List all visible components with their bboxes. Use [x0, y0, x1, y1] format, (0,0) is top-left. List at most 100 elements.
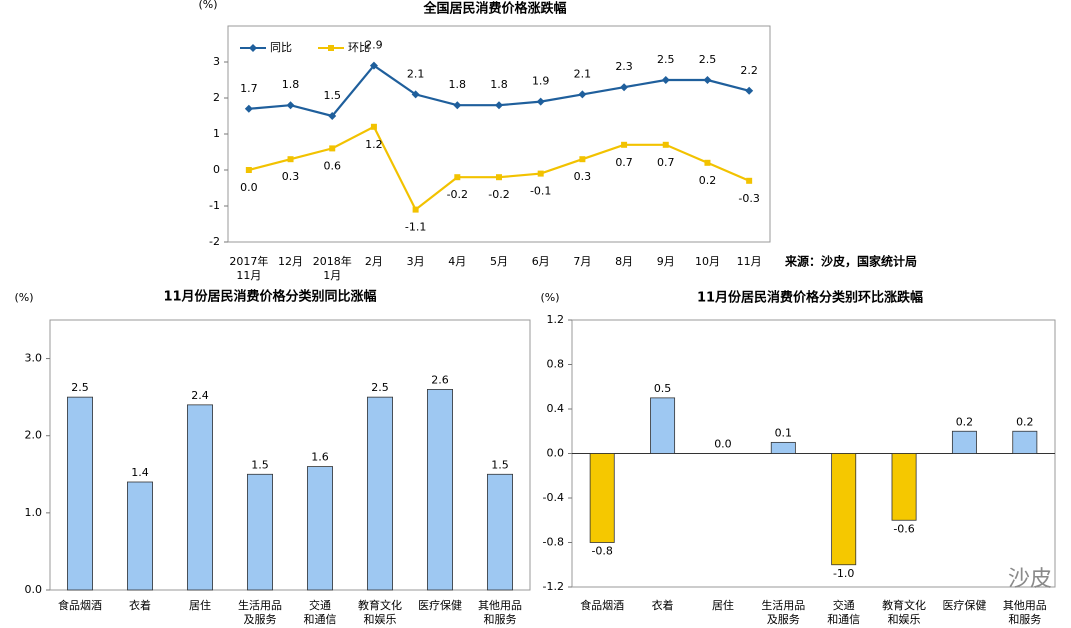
legend-marker [328, 45, 334, 51]
data-label: 0.2 [1016, 415, 1034, 428]
data-label: 1.2 [365, 138, 383, 151]
point-marker [328, 112, 337, 120]
point-marker [704, 159, 711, 166]
point-marker [745, 86, 754, 95]
y-tick-label: -0.4 [543, 491, 564, 504]
data-label: -1.1 [405, 221, 426, 234]
bar [1012, 430, 1038, 454]
bar [650, 397, 676, 454]
data-label: 1.6 [311, 451, 329, 464]
x-tick-label: 6月 [532, 255, 550, 268]
data-label: 0.2 [699, 174, 717, 187]
data-label: -0.8 [591, 545, 612, 558]
point-marker [703, 76, 712, 84]
bar [306, 466, 333, 591]
x-tick-label: 交通和通信 [304, 598, 337, 626]
data-label: 2.2 [740, 64, 758, 77]
data-label: 1.5 [323, 89, 341, 102]
source-note: 来源：沙皮，国家统计局 [784, 254, 917, 269]
data-label: -0.2 [447, 188, 468, 201]
bar [891, 453, 917, 521]
plot-area [49, 319, 531, 591]
x-tick-label: 食品烟酒 [580, 598, 624, 612]
point-marker [496, 174, 502, 181]
data-label: 2.1 [574, 67, 592, 80]
point-marker [369, 61, 378, 70]
point-marker [495, 101, 503, 110]
data-label: 2.1 [407, 67, 425, 80]
data-label: 2.6 [431, 373, 449, 386]
point-marker [287, 156, 294, 163]
point-marker [453, 101, 462, 110]
x-tick-label: 生活用品及服务 [761, 598, 805, 626]
chart-title: 11月份居民消费价格分类别环比涨跌幅 [697, 290, 923, 306]
chart-title: 全国居民消费价格涨跌幅 [422, 1, 566, 17]
point-marker [661, 76, 670, 84]
data-label: 1.9 [532, 75, 550, 88]
x-tick-label: 医疗保健 [942, 598, 986, 612]
y-tick-label: 0.0 [547, 447, 565, 460]
x-tick-label: 8月 [615, 255, 633, 268]
x-tick-label: 教育文化和娱乐 [358, 598, 402, 626]
bar [366, 396, 393, 591]
y-tick-label: 0 [213, 163, 220, 176]
data-label: 2.5 [657, 53, 675, 66]
point-marker [536, 97, 545, 106]
data-label: 0.7 [657, 156, 675, 169]
point-marker [662, 141, 669, 148]
x-tick-label: 交通和通信 [827, 598, 860, 626]
point-marker [620, 83, 629, 92]
y-axis-unit: (%) [14, 291, 33, 304]
y-tick-label: 0.4 [547, 402, 565, 415]
x-tick-label: 医疗保健 [418, 598, 462, 612]
x-tick-label: 食品烟酒 [58, 598, 102, 612]
point-marker [245, 167, 252, 173]
x-tick-label: 11月 [737, 255, 762, 268]
bar [426, 389, 453, 591]
x-tick-label: 衣着 [652, 598, 674, 612]
data-label: 2.9 [365, 39, 383, 52]
point-marker [412, 206, 419, 213]
y-tick-label: -1 [209, 199, 220, 212]
x-tick-label: 5月 [490, 255, 508, 268]
x-tick-label: 居住 [189, 598, 211, 612]
point-marker [579, 156, 586, 163]
data-label: 1.5 [491, 458, 509, 471]
x-tick-label: 居住 [712, 598, 734, 612]
y-tick-label: -0.8 [543, 536, 564, 549]
data-label: 2.4 [191, 389, 209, 402]
y-tick-label: 3 [213, 55, 220, 68]
bar [186, 404, 213, 591]
x-tick-label: 2017年 11月 [229, 254, 268, 282]
data-label: 2.3 [615, 60, 633, 73]
point-marker [454, 174, 461, 181]
data-label: 1.7 [240, 82, 258, 95]
bar [486, 473, 513, 591]
y-tick-label: 1.0 [25, 506, 43, 519]
point-marker [411, 90, 420, 99]
data-label: 2.5 [699, 53, 717, 66]
x-tick-label: 其他用品和服务 [478, 599, 522, 626]
data-label: 0.3 [282, 170, 300, 183]
legend-label: 环比 [348, 41, 370, 54]
bar [831, 453, 857, 566]
point-marker [370, 123, 377, 130]
x-tick-label: 3月 [407, 255, 425, 268]
bar [246, 473, 273, 591]
bar [770, 441, 796, 454]
point-marker [537, 170, 544, 177]
y-tick-label: 3.0 [25, 352, 43, 365]
data-label: -1.0 [833, 567, 854, 580]
y-tick-label: -2 [209, 235, 220, 248]
x-tick-label: 2月 [365, 255, 383, 268]
y-tick-label: 0.8 [547, 358, 565, 371]
bar [951, 430, 977, 454]
x-tick-label: 12月 [278, 255, 303, 268]
data-label: 0.2 [956, 415, 974, 428]
data-label: 0.0 [714, 438, 732, 451]
plot-area [227, 25, 771, 243]
point-marker [329, 145, 336, 152]
y-tick-label: 2 [213, 91, 220, 104]
x-tick-label: 2018年 1月 [313, 254, 352, 282]
